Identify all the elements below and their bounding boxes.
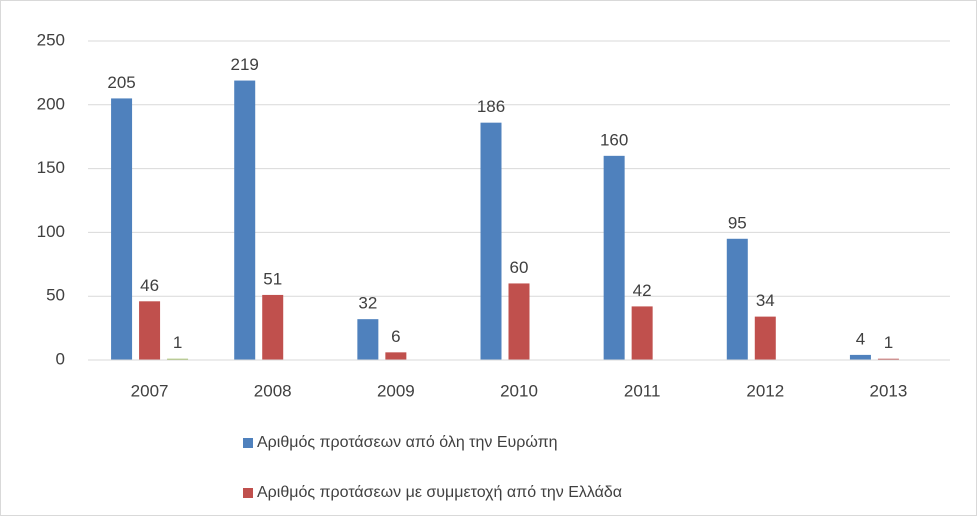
y-tick-label: 200 [37, 94, 65, 113]
data-label: 60 [510, 258, 529, 277]
data-label: 1 [173, 333, 182, 352]
bar [262, 294, 284, 360]
data-label: 34 [756, 291, 775, 310]
y-tick-label: 150 [37, 158, 65, 177]
data-label: 1 [884, 333, 893, 352]
y-tick-label: 50 [46, 286, 65, 305]
data-label: 42 [633, 281, 652, 300]
data-label: 219 [231, 55, 259, 74]
legend-swatch [243, 438, 253, 448]
legend-label: Αριθμός προτάσεων από όλη την Ευρώπη [257, 434, 558, 451]
bar [754, 316, 776, 360]
bar [385, 352, 407, 360]
y-tick-label: 100 [37, 222, 65, 241]
bar [139, 301, 161, 360]
data-label: 95 [728, 213, 747, 232]
bar [234, 80, 256, 360]
y-tick-label: 0 [56, 349, 65, 368]
bar [726, 238, 748, 360]
x-tick-label: 2007 [131, 381, 169, 400]
bar [111, 98, 133, 361]
x-tick-label: 2009 [377, 381, 415, 400]
bar [357, 319, 379, 360]
bar [167, 358, 189, 360]
x-tick-label: 2013 [870, 381, 908, 400]
bar [508, 283, 530, 360]
bar [631, 306, 653, 360]
data-label: 205 [107, 73, 135, 92]
data-label: 32 [358, 294, 377, 313]
data-label: 4 [856, 329, 865, 348]
legend-label: Αριθμός προτάσεων με συμμετοχή από την Ε… [257, 484, 622, 501]
x-tick-label: 2008 [254, 381, 292, 400]
x-tick-label: 2012 [746, 381, 784, 400]
data-label: 160 [600, 130, 628, 149]
legend-swatch [243, 488, 253, 498]
x-tick-label: 2010 [500, 381, 538, 400]
bar [603, 155, 625, 360]
data-label: 51 [263, 269, 282, 288]
bar [480, 122, 502, 360]
x-tick-label: 2011 [624, 381, 661, 400]
data-label: 46 [140, 276, 159, 295]
bar [877, 358, 899, 360]
bar [849, 354, 871, 360]
legend: Αριθμός προτάσεων από όλη την Ευρώπη Αριθ… [243, 434, 622, 501]
data-label: 6 [391, 327, 400, 346]
data-label: 186 [477, 97, 505, 116]
y-tick-label: 250 [37, 30, 65, 49]
